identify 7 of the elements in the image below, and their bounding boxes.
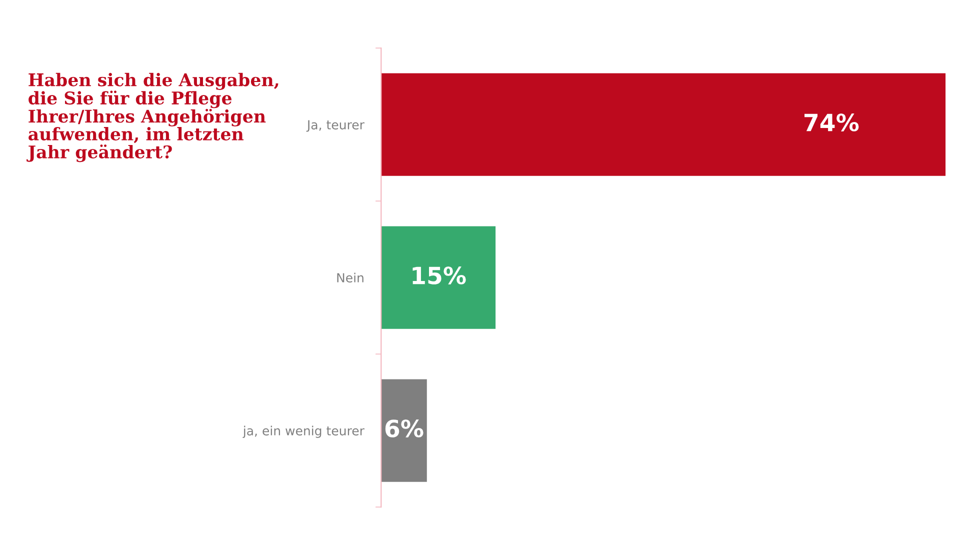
text: Haben sich die Ausgaben, die Sie für die Pflege Ihrer/Ihres Angehörigen aufwenden, im letzten Jahr geändert? bbox=[26, 72, 278, 162]
y-tick-label: Ja, teurer bbox=[306, 120, 364, 132]
data-label: 74% bbox=[804, 114, 859, 132]
y-tick-label: ja, ein wenig teurer bbox=[242, 426, 364, 438]
y-tick-label: Nein bbox=[337, 272, 364, 282]
data-label: 15% bbox=[412, 266, 466, 284]
data-label: 6% bbox=[385, 420, 424, 438]
